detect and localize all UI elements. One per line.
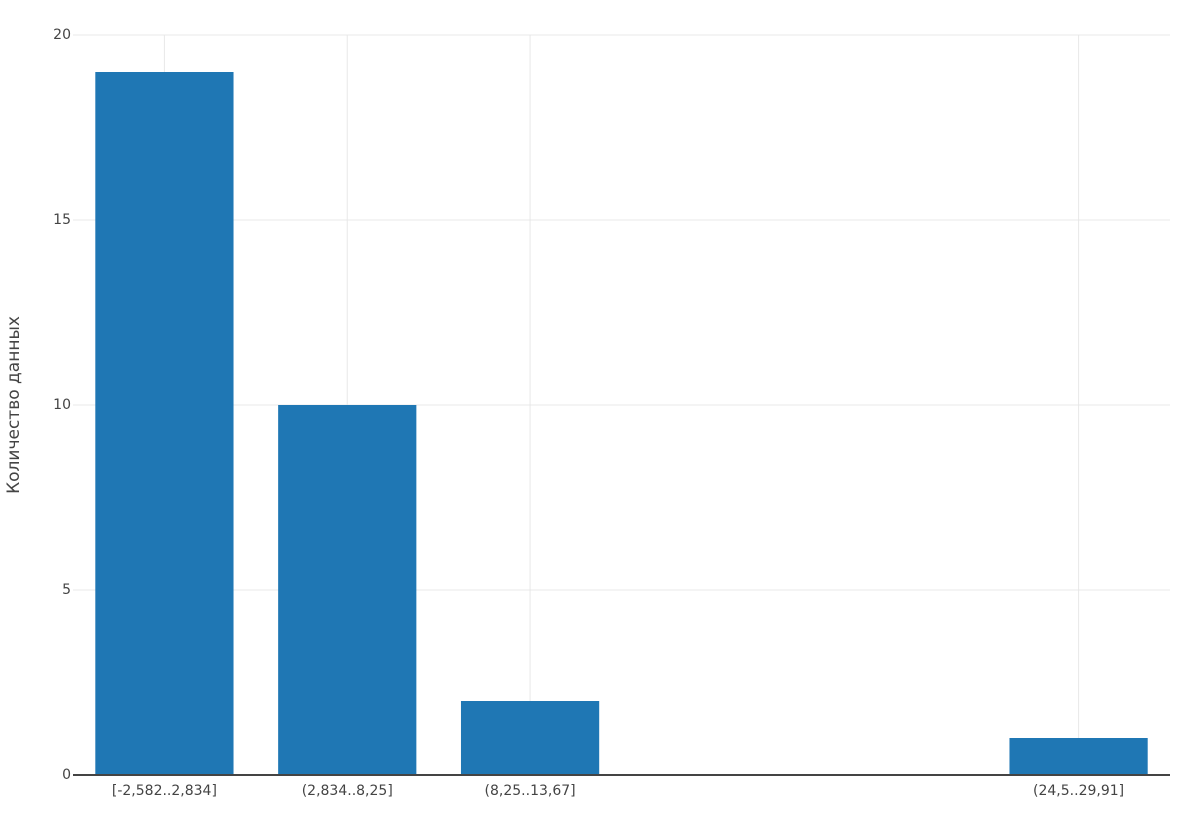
x-tick-label: (2,834..8,25] [302, 783, 393, 799]
y-tick-label: 20 [53, 27, 71, 43]
x-tick-label: [-2,582..2,834] [112, 783, 217, 799]
y-tick-label: 0 [62, 767, 71, 783]
y-axis-label: Количество данных [4, 316, 24, 494]
x-tick-label: (8,25..13,67] [485, 783, 576, 799]
bar [278, 405, 417, 775]
bar [95, 72, 234, 775]
bar [1009, 738, 1148, 775]
y-tick-label: 5 [62, 582, 71, 598]
y-tick-label: 10 [53, 397, 71, 413]
y-tick-label: 15 [53, 212, 71, 228]
x-tick-label: (24,5..29,91] [1033, 783, 1124, 799]
bar [460, 701, 600, 775]
